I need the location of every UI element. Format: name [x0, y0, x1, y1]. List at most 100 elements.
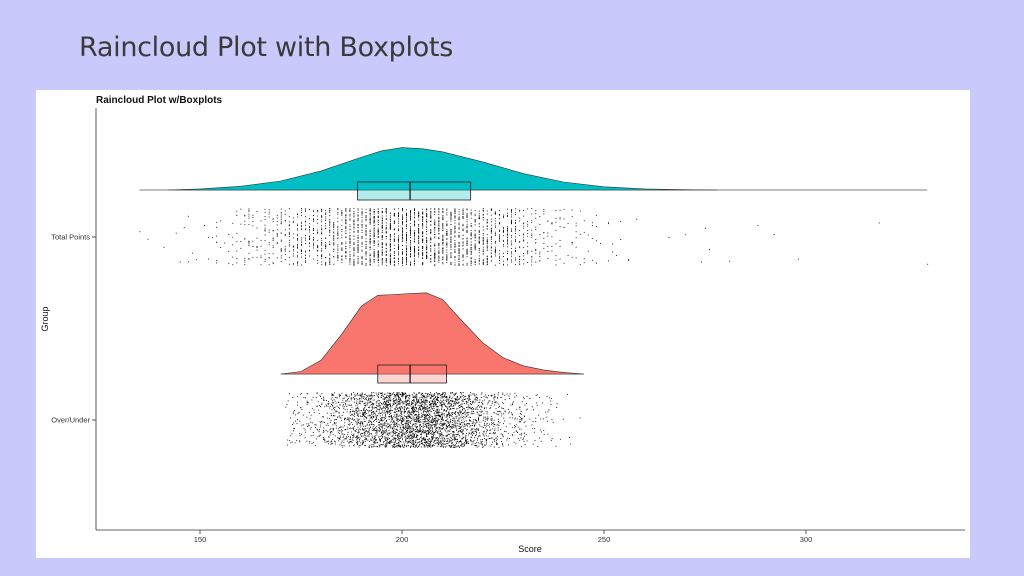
rain-point: [391, 431, 393, 433]
rain-point: [377, 215, 379, 217]
rain-point: [396, 399, 398, 401]
rain-point: [482, 233, 484, 234]
rain-point: [365, 216, 367, 218]
rain-point: [442, 224, 444, 225]
rain-point: [418, 432, 420, 434]
rain-point: [313, 211, 314, 213]
rain-point: [668, 237, 670, 239]
rain-point: [398, 228, 399, 230]
rain-point: [356, 440, 358, 442]
rain-point: [414, 411, 416, 413]
rain-point: [392, 399, 394, 401]
rain-point: [444, 409, 446, 411]
rain-point: [394, 411, 396, 413]
rain-point: [410, 412, 412, 414]
rain-point: [337, 248, 339, 250]
rain-point: [384, 445, 386, 447]
rain-point: [430, 249, 432, 251]
rain-point: [390, 441, 392, 443]
rain-point: [381, 245, 383, 247]
rain-point: [336, 411, 338, 412]
rain-point: [466, 209, 468, 211]
rain-point: [446, 254, 448, 256]
rain-point: [368, 432, 370, 433]
rain-point: [369, 246, 371, 248]
rain-point: [486, 258, 488, 259]
rain-point: [539, 251, 541, 253]
rain-point: [514, 418, 516, 420]
rain-point: [445, 435, 447, 437]
rain-point: [385, 260, 387, 262]
rain-point: [321, 211, 323, 212]
rain-point: [548, 397, 550, 399]
rain-point: [341, 219, 343, 221]
rain-point: [292, 264, 294, 266]
rain-point: [431, 436, 433, 437]
rain-point: [357, 244, 359, 246]
rain-point: [381, 260, 383, 262]
rain-point: [425, 431, 427, 433]
rain-point: [377, 240, 379, 242]
rain-point: [426, 444, 427, 446]
rain-point: [415, 394, 417, 396]
rain-point: [436, 421, 438, 422]
rain-point: [446, 209, 448, 211]
rain-point: [371, 393, 373, 395]
rain-point: [499, 250, 500, 252]
rain-point: [497, 394, 499, 396]
rain-point: [414, 217, 415, 219]
rain-point: [532, 428, 534, 430]
rain-point: [494, 252, 496, 253]
rain-point: [418, 418, 420, 419]
rain-point: [520, 421, 521, 423]
rain-point: [490, 252, 492, 254]
rain-point: [414, 420, 416, 422]
rain-point: [268, 209, 270, 211]
rain-point: [387, 432, 389, 434]
rain-point: [461, 419, 463, 421]
rain-point: [420, 440, 422, 442]
rain-point: [304, 437, 306, 439]
rain-point: [441, 444, 443, 446]
rain-point: [292, 245, 294, 247]
rain-point: [430, 239, 432, 240]
rain-point: [435, 421, 437, 423]
rain-point: [381, 259, 383, 260]
rain-point: [478, 238, 480, 240]
rain-point: [446, 406, 448, 408]
rain-point: [393, 239, 395, 241]
rain-point: [385, 224, 387, 226]
rain-point: [472, 420, 474, 422]
rain-point: [482, 219, 484, 221]
rain-point: [462, 238, 464, 240]
rain-point: [454, 412, 456, 414]
rain-point: [363, 409, 365, 411]
rain-point: [446, 428, 447, 429]
rain-point: [365, 393, 366, 395]
rain-point: [373, 411, 374, 412]
rain-point: [507, 250, 508, 252]
rain-point: [301, 226, 302, 228]
rain-point: [460, 412, 461, 414]
rain-point: [374, 415, 376, 417]
rain-point: [511, 261, 512, 263]
rain-point: [499, 237, 500, 239]
rain-point: [422, 422, 424, 424]
rain-point: [299, 435, 301, 437]
rain-point: [418, 439, 420, 440]
rain-point: [555, 221, 557, 223]
rain-point: [382, 428, 384, 430]
rain-point: [432, 438, 434, 439]
rain-point: [333, 263, 335, 265]
rain-point: [450, 212, 452, 214]
rain-point: [346, 411, 348, 413]
rain-point: [493, 411, 495, 413]
rain-point: [406, 262, 407, 264]
rain-point: [339, 394, 341, 396]
rain-point: [389, 253, 391, 255]
rain-point: [460, 441, 462, 442]
rain-point: [442, 234, 444, 236]
rain-point: [535, 226, 537, 228]
rain-point: [297, 251, 298, 253]
rain-point: [513, 401, 514, 403]
